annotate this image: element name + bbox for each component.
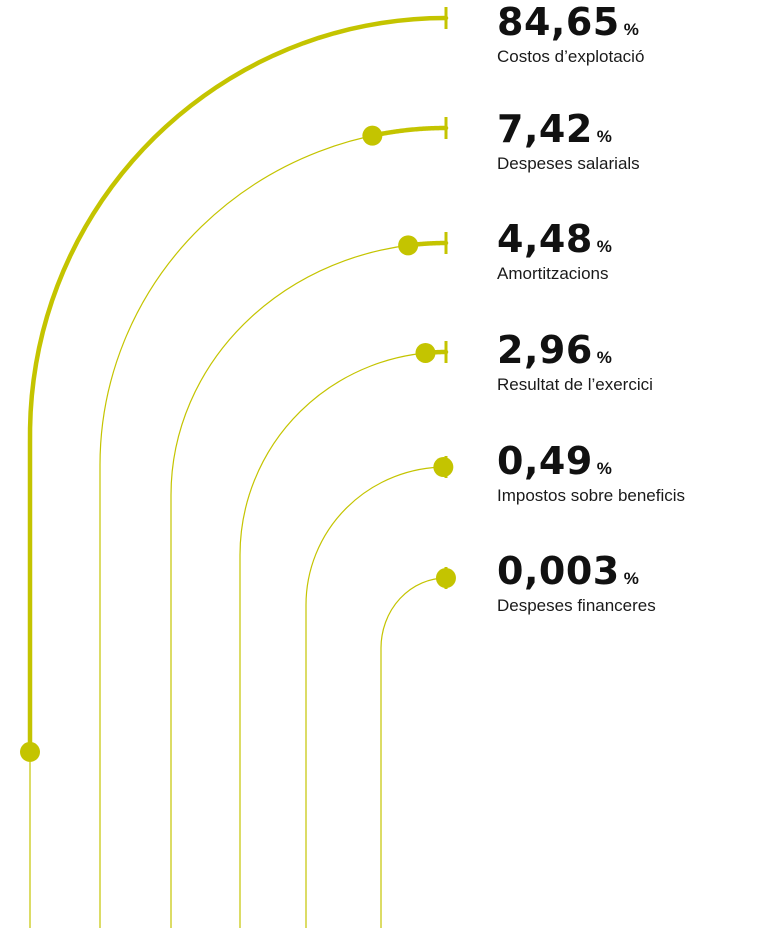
value-dot (362, 125, 383, 146)
unit-label: % (596, 127, 612, 146)
value-dot (415, 342, 436, 363)
unit-label: % (596, 348, 612, 367)
value-arc (370, 125, 449, 138)
category-label: Impostos sobre beneficis (497, 486, 686, 505)
value-dot (398, 235, 419, 256)
data-label: 7,42 (497, 107, 593, 151)
legend-item: 84,65% Costos d’explotació (497, 3, 644, 67)
category-label: Resultat de l’exercici (497, 375, 653, 394)
track-guide (381, 578, 446, 928)
legend-item: 4,48% Amortitzacions (497, 220, 612, 284)
data-label: 0,003 (497, 549, 620, 593)
value-line: 7,42% (497, 110, 640, 148)
track-line (380, 577, 447, 928)
data-label: 4,48 (497, 217, 593, 261)
value-line: 0,49% (497, 442, 685, 480)
value-dot (20, 741, 40, 762)
track-line (305, 466, 447, 928)
data-label: 84,65 (497, 0, 620, 44)
category-label: Despeses salarials (497, 154, 640, 173)
value-line: 2,96% (497, 331, 653, 369)
unit-label: % (596, 237, 612, 256)
unit-label: % (623, 20, 639, 39)
unit-label: % (596, 459, 612, 478)
value-line: 0,003% (497, 552, 656, 590)
value-dot (433, 457, 454, 478)
data-label: 2,96 (497, 328, 593, 372)
legend-item: 0,49% Impostos sobre beneficis (497, 442, 685, 506)
track-guide (306, 467, 446, 928)
unit-label: % (623, 569, 639, 588)
track-guide (240, 352, 446, 928)
value-arc (27, 15, 449, 755)
value-line: 4,48% (497, 220, 612, 258)
data-label: 0,49 (497, 439, 593, 483)
category-label: Despeses financeres (497, 596, 656, 615)
value-line: 84,65% (497, 3, 644, 41)
track-line (239, 351, 447, 928)
track-guide (171, 243, 446, 928)
track-line (29, 17, 447, 928)
value-dot (435, 568, 456, 588)
legend-item: 0,003% Despeses financeres (497, 552, 656, 616)
track-guide (30, 18, 446, 928)
track-line (170, 242, 447, 928)
legend-item: 7,42% Despeses salarials (497, 110, 640, 174)
legend-item: 2,96% Resultat de l’exercici (497, 331, 653, 395)
category-label: Costos d’explotació (497, 47, 645, 66)
category-label: Amortitzacions (497, 264, 609, 283)
